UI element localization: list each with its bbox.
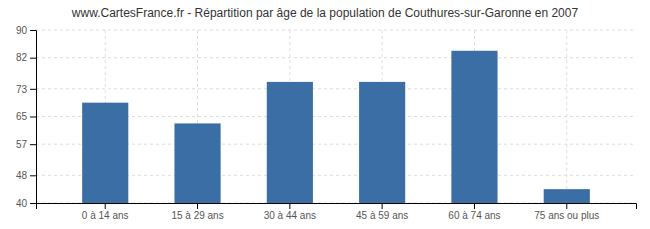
y-tick-mark bbox=[30, 175, 36, 176]
bar bbox=[359, 82, 405, 203]
y-axis: 40 48 57 65 73 82 90 bbox=[16, 25, 37, 209]
y-tick-mark bbox=[30, 117, 36, 118]
y-tick-mark bbox=[30, 89, 36, 90]
grid-line-y bbox=[36, 57, 636, 58]
x-tick: 75 ans ou plus bbox=[534, 203, 599, 221]
grid-line-y bbox=[36, 88, 636, 89]
y-tick-label: 48 bbox=[16, 170, 28, 181]
y-tick-mark bbox=[30, 30, 36, 31]
x-tick: 15 à 29 ans bbox=[171, 203, 223, 221]
x-tick: 30 à 44 ans bbox=[264, 203, 316, 221]
x-tick-label: 30 à 44 ans bbox=[264, 210, 316, 221]
x-tick-label: 60 à 74 ans bbox=[448, 210, 500, 221]
x-tick-label: 45 à 59 ans bbox=[356, 210, 408, 221]
bar bbox=[174, 123, 220, 203]
bar bbox=[544, 189, 590, 203]
bar bbox=[82, 103, 128, 203]
y-tick: 73 bbox=[16, 84, 36, 95]
y-tick: 48 bbox=[16, 170, 36, 181]
y-tick-mark bbox=[30, 144, 36, 145]
bar bbox=[267, 82, 313, 203]
x-tick-mark bbox=[197, 203, 198, 209]
y-tick-mark bbox=[30, 58, 36, 59]
y-tick: 40 bbox=[16, 198, 36, 209]
grid-line-y bbox=[36, 30, 636, 31]
y-tick-label: 73 bbox=[16, 84, 28, 95]
y-tick-label: 90 bbox=[16, 25, 28, 36]
axis-domain bbox=[30, 31, 37, 204]
x-tick-mark bbox=[566, 203, 567, 209]
axis-domain bbox=[37, 204, 637, 210]
bars bbox=[82, 51, 590, 203]
y-tick-mark bbox=[30, 203, 36, 204]
x-tick-mark bbox=[289, 203, 290, 209]
y-tick: 90 bbox=[16, 25, 36, 36]
plot: 40 48 57 65 73 82 90 0 à 14 ans 15 à 29 ans 30 à … bbox=[16, 25, 637, 221]
y-tick-label: 82 bbox=[16, 52, 28, 63]
y-tick-label: 57 bbox=[16, 139, 28, 150]
x-tick-label: 75 ans ou plus bbox=[534, 210, 599, 221]
chart-svg: www.CartesFrance.fr - Répartition par âg… bbox=[0, 0, 650, 229]
y-tick: 57 bbox=[16, 139, 36, 150]
x-tick-label: 0 à 14 ans bbox=[82, 210, 129, 221]
y-tick-label: 65 bbox=[16, 111, 28, 122]
bar bbox=[451, 51, 497, 203]
chart-container: www.CartesFrance.fr - Répartition par âg… bbox=[0, 0, 650, 229]
grid bbox=[36, 30, 636, 203]
x-tick-label: 15 à 29 ans bbox=[171, 210, 223, 221]
x-tick: 45 à 59 ans bbox=[356, 203, 408, 221]
x-axis: 0 à 14 ans 15 à 29 ans 30 à 44 ans 45 à 59 … bbox=[37, 203, 637, 221]
y-tick-label: 40 bbox=[16, 198, 28, 209]
x-tick: 60 à 74 ans bbox=[448, 203, 500, 221]
x-tick-mark bbox=[474, 203, 475, 209]
y-tick: 65 bbox=[16, 111, 36, 122]
x-tick-mark bbox=[382, 203, 383, 209]
grid-line-x bbox=[566, 30, 567, 203]
x-tick-mark bbox=[105, 203, 106, 209]
x-tick: 0 à 14 ans bbox=[82, 203, 129, 221]
title: www.CartesFrance.fr - Répartition par âg… bbox=[71, 6, 579, 20]
y-tick: 82 bbox=[16, 52, 36, 63]
